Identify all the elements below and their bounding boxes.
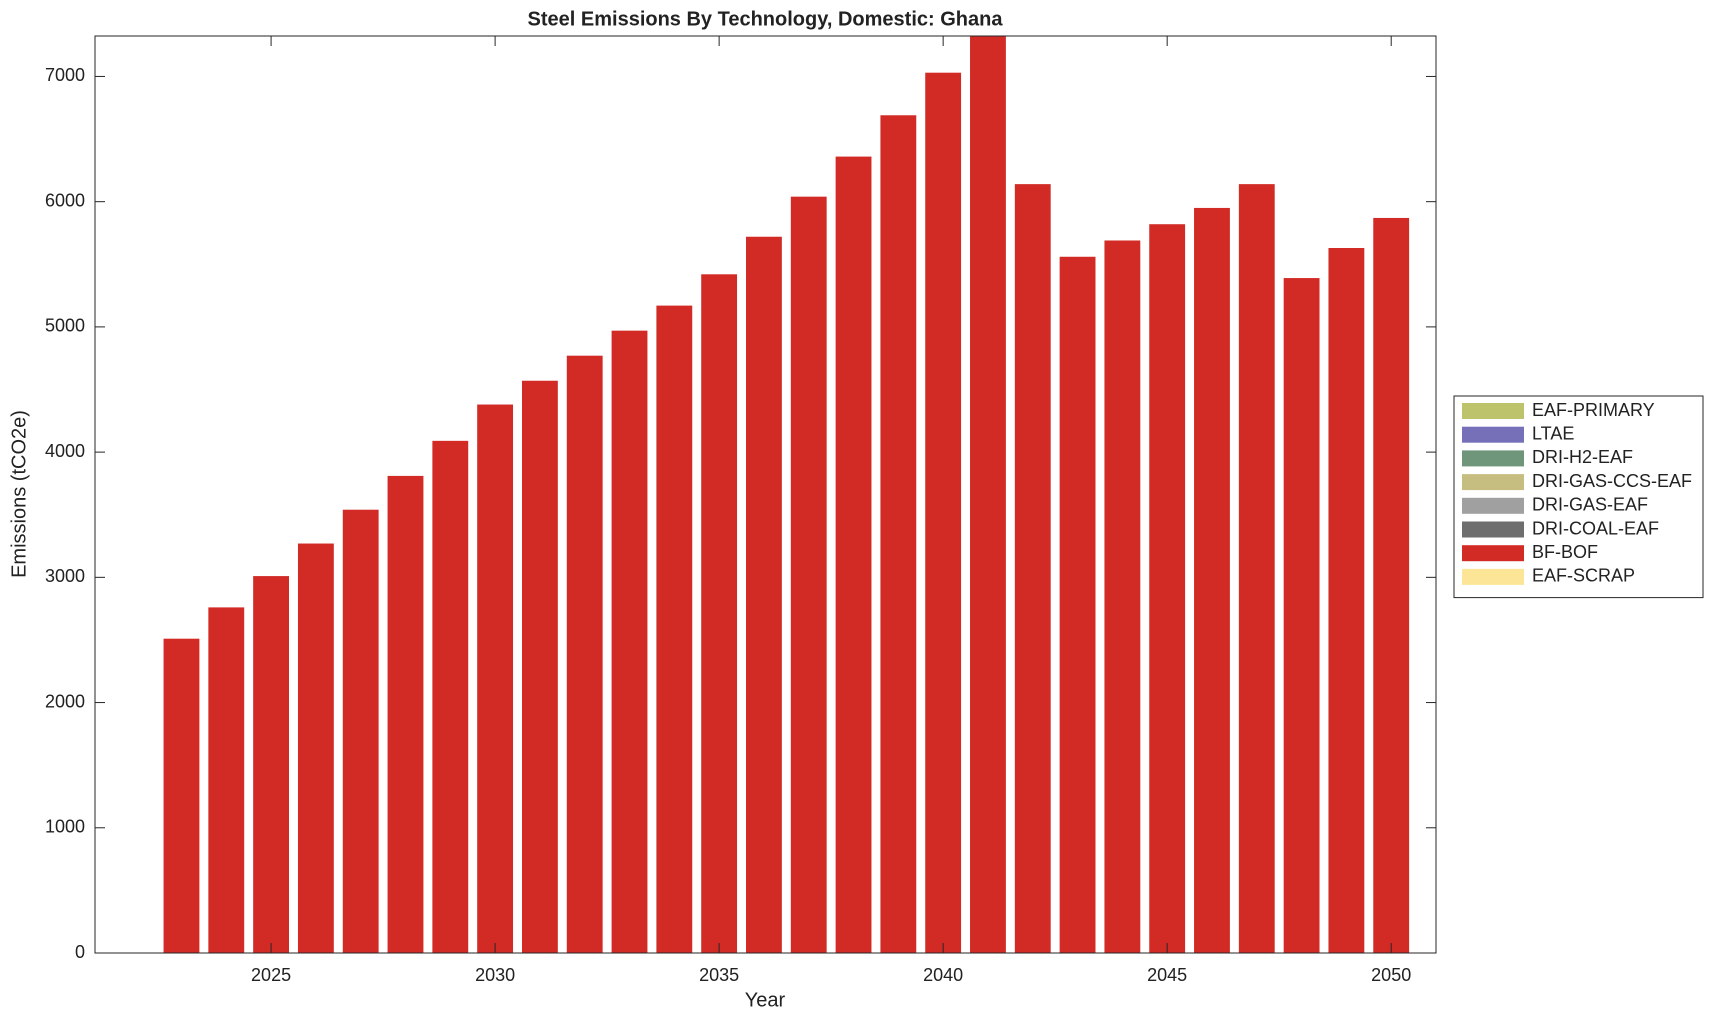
legend-label: DRI-H2-EAF: [1532, 447, 1633, 467]
bar: [611, 330, 648, 954]
legend-swatch: [1462, 497, 1524, 514]
bar: [163, 638, 200, 953]
bar: [970, 36, 1006, 953]
bar: [925, 72, 962, 954]
y-tick-label: 0: [75, 942, 85, 962]
legend-swatch: [1462, 450, 1524, 467]
legend-label: DRI-GAS-EAF: [1532, 495, 1648, 515]
legend-swatch: [1462, 426, 1524, 443]
bar: [253, 576, 290, 953]
chart-title: Steel Emissions By Technology, Domestic:…: [528, 8, 1004, 30]
x-tick-label: 2035: [699, 965, 739, 985]
legend-swatch: [1462, 403, 1524, 419]
bar: [790, 196, 827, 954]
bar: [566, 355, 603, 953]
x-tick-label: 2040: [923, 965, 963, 985]
y-tick-label: 4000: [45, 441, 85, 461]
legend-swatch: [1462, 521, 1524, 538]
bar: [1104, 240, 1141, 953]
y-tick-label: 2000: [45, 691, 85, 711]
bar: [432, 440, 469, 953]
y-tick-label: 7000: [45, 65, 85, 85]
legend-label: BF-BOF: [1532, 542, 1598, 562]
x-tick-label: 2045: [1147, 965, 1187, 985]
bar: [297, 543, 334, 953]
legend-label: DRI-COAL-EAF: [1532, 518, 1659, 538]
bar: [701, 274, 738, 954]
x-tick-label: 2030: [475, 965, 515, 985]
legend-swatch: [1462, 474, 1524, 491]
y-tick-label: 5000: [45, 316, 85, 336]
bar: [1328, 248, 1365, 954]
axes-box: [94, 35, 1437, 954]
x-axis-label: Year: [745, 989, 786, 1011]
bar: [1059, 256, 1096, 953]
bar: [342, 509, 379, 953]
y-tick-label: 1000: [45, 817, 85, 837]
bar: [1149, 224, 1186, 954]
legend-label: LTAE: [1532, 423, 1574, 443]
y-tick-label: 6000: [45, 190, 85, 210]
bar: [656, 305, 693, 953]
legend-label: DRI-GAS-CCS-EAF: [1532, 471, 1692, 491]
bar: [208, 607, 245, 953]
bar: [477, 404, 514, 953]
bar: [835, 156, 872, 954]
bar: [746, 236, 782, 953]
bar: [1373, 217, 1410, 953]
bar: [1283, 278, 1320, 953]
bar: [1014, 184, 1051, 953]
bar: [387, 475, 424, 953]
y-tick-label: 3000: [45, 566, 85, 586]
legend-swatch: [1462, 545, 1524, 562]
legend-swatch: [1462, 568, 1524, 585]
bar: [1238, 184, 1275, 953]
x-tick-label: 2050: [1371, 965, 1411, 985]
y-axis-label: Emissions (tCO2e): [8, 410, 30, 578]
legend-label: EAF-SCRAP: [1532, 566, 1635, 586]
legend-label: EAF-PRIMARY: [1532, 400, 1655, 420]
bar: [521, 380, 558, 953]
bar: [880, 115, 917, 954]
x-tick-label: 2025: [251, 965, 291, 985]
bar: [1194, 207, 1230, 953]
